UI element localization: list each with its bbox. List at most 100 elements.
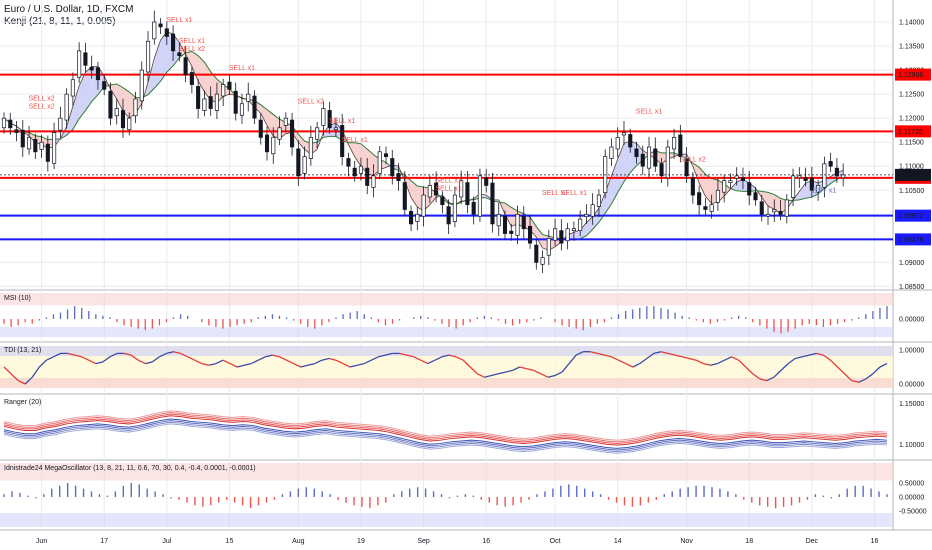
candle-body xyxy=(628,134,633,148)
candle-body xyxy=(277,127,282,140)
tdi-line-segment xyxy=(272,354,280,358)
tdi-line-segment xyxy=(102,356,111,363)
ma-fill-segment xyxy=(573,229,581,240)
tdi-line-segment xyxy=(519,366,527,370)
candle-body xyxy=(171,33,176,52)
tdi-line-segment xyxy=(802,354,810,358)
y-tick-label: 1.13500 xyxy=(899,44,924,51)
tdi-tick-label: 0.00000 xyxy=(899,382,924,389)
candle-body xyxy=(765,213,771,217)
ma-fill-segment xyxy=(260,104,268,126)
tdi-line-segment xyxy=(590,351,598,355)
tdi-line-segment xyxy=(145,361,153,365)
pane-title: Ranger (20) xyxy=(4,399,41,406)
current-price-label: 1.10820 xyxy=(898,172,923,179)
candle-body xyxy=(145,40,151,73)
candle-body xyxy=(52,132,57,164)
candle-body xyxy=(290,119,295,148)
candle-body xyxy=(477,175,482,217)
tdi-line-segment xyxy=(554,371,563,377)
mega-tick-label: 0.50000 xyxy=(899,481,924,488)
candle-body xyxy=(58,117,63,131)
candle-body xyxy=(490,182,495,225)
tdi-line-segment xyxy=(24,376,33,385)
y-tick-label: 1.11500 xyxy=(899,140,924,147)
x-tick-label: 15 xyxy=(226,538,234,545)
candle-body xyxy=(722,180,727,193)
candle-body xyxy=(659,163,664,177)
tdi-line-segment xyxy=(724,356,732,361)
y-tick-label: 1.12500 xyxy=(899,92,924,99)
candle-body xyxy=(747,182,752,196)
tdi-line-segment xyxy=(731,356,739,361)
candle-body xyxy=(646,146,652,169)
candle-body xyxy=(158,23,163,28)
tdi-line-segment xyxy=(646,352,655,360)
candle-body xyxy=(521,215,526,230)
tdi-line-segment xyxy=(187,356,196,361)
tdi-line-segment xyxy=(809,352,817,356)
indicator-title: Kenji (21, 8, 11, 1, 0.005) xyxy=(4,16,116,27)
lower-band xyxy=(0,327,893,337)
candle-body xyxy=(358,165,364,174)
tdi-line-segment xyxy=(74,354,82,358)
tdi-line-segment xyxy=(208,362,217,366)
ranger-band-line xyxy=(3,412,888,443)
ranger-band-line xyxy=(3,420,888,451)
price-level-tag xyxy=(895,233,931,246)
signal-label: SELL x1 xyxy=(636,108,662,115)
ranger-band-line xyxy=(3,423,888,454)
tdi-line-segment xyxy=(194,359,203,365)
x-tick-label: Dec xyxy=(806,538,819,545)
tdi-line-segment xyxy=(455,356,464,361)
candle-body xyxy=(728,180,733,183)
tdi-line-segment xyxy=(363,359,372,365)
tdi-line-segment xyxy=(286,359,294,365)
candle-body xyxy=(371,175,376,188)
candle-body xyxy=(327,110,332,129)
tdi-line-segment xyxy=(258,356,266,361)
candle-body xyxy=(421,194,426,217)
tdi-line-segment xyxy=(858,378,867,383)
tdi-line-segment xyxy=(300,364,308,368)
candle-body xyxy=(26,137,32,150)
candle-body xyxy=(484,177,489,186)
tdi-line-segment xyxy=(752,373,761,380)
signal-label: SELL x1 xyxy=(561,190,587,197)
y-tick-label: 1.14000 xyxy=(899,20,924,27)
tdi-line-segment xyxy=(151,356,160,363)
tdi-line-segment xyxy=(695,359,704,365)
ranger-tick-label: 1.15000 xyxy=(899,401,924,408)
signal-label: SELL x1 xyxy=(542,190,568,197)
y-tick-label: 1.09000 xyxy=(899,260,924,267)
tdi-line-segment xyxy=(371,356,379,361)
ma-fill-segment xyxy=(298,134,305,150)
candle-body xyxy=(183,57,188,76)
ma-fill-segment xyxy=(768,192,775,210)
ranger-band-line xyxy=(3,421,888,453)
tdi-line-segment xyxy=(865,373,874,380)
candle-body xyxy=(653,148,658,167)
ma-fill-segment xyxy=(411,180,418,208)
tdi-line-segment xyxy=(413,356,422,361)
ranger-band-line xyxy=(3,410,888,441)
signal-label: SELL x1 xyxy=(166,17,192,24)
candle-body xyxy=(709,204,714,212)
signal-label: SELL x2 xyxy=(28,104,54,111)
candle-body xyxy=(615,137,620,150)
candle-body xyxy=(578,218,583,231)
candle-body xyxy=(640,153,645,167)
tdi-line-segment xyxy=(31,366,40,378)
tdi-line-segment xyxy=(710,362,718,366)
x-tick-label: Jul xyxy=(162,538,171,545)
tdi-line-segment xyxy=(279,356,287,361)
tdi-line-segment xyxy=(265,354,273,358)
ma-fill-segment xyxy=(79,72,86,119)
tdi-line-segment xyxy=(448,354,457,358)
tdi-line-segment xyxy=(173,351,181,355)
ma-fill-segment xyxy=(191,51,199,81)
tdi-line-segment xyxy=(505,369,513,373)
candle-body xyxy=(302,156,307,174)
signal-label: SELL x1 xyxy=(342,137,368,144)
